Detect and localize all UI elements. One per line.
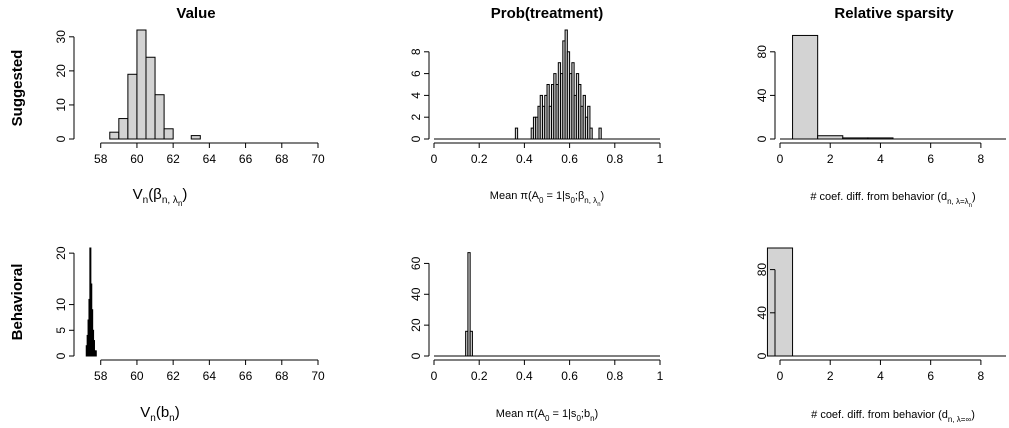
x-axis-label: Mean π(A0 = 1|s0;βn, λn) (490, 190, 604, 208)
histogram-bar (163, 128, 174, 140)
x-tick-label: 0 (777, 369, 784, 383)
y-tick-label: 0 (54, 352, 68, 359)
y-tick-label: 4 (409, 92, 423, 99)
x-axis-label: # coef. diff. from behavior (dn, λ=λn) (810, 191, 975, 209)
histogram-bar (867, 137, 894, 140)
histogram-bar (154, 94, 165, 140)
panel-behavioral-prob: 0 20 40 60 0 0.2 0.4 0.6 0.8 1 Mean π(A0 = 1|s0;bn… (409, 252, 664, 423)
panel-behavioral-value: 0 5 10 20 58 60 62 64 66 68 70 Vn(bn) (54, 246, 325, 424)
x-tick-label: 8 (978, 369, 985, 383)
x-axis-label: Vn(bn) (140, 404, 179, 424)
x-tick-label: 70 (311, 369, 325, 383)
x-tick-label: 6 (927, 369, 934, 383)
x-tick-label: 64 (203, 369, 217, 383)
histogram-bar (792, 34, 819, 140)
x-tick-label: 0.6 (561, 152, 578, 166)
x-tick-label: 4 (877, 152, 884, 166)
y-tick-label: 20 (409, 318, 423, 332)
x-tick-label: 62 (166, 152, 180, 166)
x-tick-label: 0 (777, 152, 784, 166)
x-tick-label: 1 (657, 369, 664, 383)
histogram-bar (136, 29, 147, 140)
histogram-bar (94, 350, 97, 357)
panel-suggested-sparsity: 0 40 80 0 2 4 6 8 # coef. diff. from behavior (d… (755, 34, 1006, 209)
histogram-bar (127, 73, 138, 140)
y-tick-label: 0 (54, 135, 68, 142)
histogram-bar (598, 127, 602, 140)
panel-behavioral-sparsity: 0 40 80 0 2 4 6 8 # coef. diff. from behavior (d… (755, 247, 1006, 424)
x-tick-label: 2 (827, 369, 834, 383)
x-tick-label: 64 (203, 152, 217, 166)
x-axis-label: Mean π(A0 = 1|s0;bn) (496, 408, 598, 423)
y-tick-label: 5 (54, 327, 68, 334)
x-tick-label: 8 (978, 152, 985, 166)
y-tick-label: 0 (755, 352, 769, 359)
panel-suggested-prob: 0 2 4 6 8 0 0.2 0.4 0.6 0.8 1 Mean π(A0 = 1|s0;βn, … (409, 29, 664, 208)
histogram-bar (109, 131, 120, 140)
x-tick-label: 0.2 (471, 369, 488, 383)
x-axis-label: Vn(βn, λn) (133, 186, 188, 208)
x-tick-label: 0.2 (471, 152, 488, 166)
x-tick-label: 60 (130, 369, 144, 383)
x-tick-label: 70 (311, 152, 325, 166)
y-tick-label: 60 (409, 256, 423, 270)
y-tick-label: 20 (54, 64, 68, 78)
x-tick-label: 60 (130, 152, 144, 166)
histogram-bar (469, 330, 473, 357)
column-title-prob: Prob(treatment) (491, 5, 604, 22)
x-tick-label: 66 (239, 369, 253, 383)
x-tick-label: 66 (239, 152, 253, 166)
x-tick-label: 62 (166, 369, 180, 383)
y-tick-label: 30 (54, 30, 68, 44)
row-title-behavioral: Behavioral (9, 264, 26, 341)
x-tick-label: 0.8 (606, 152, 623, 166)
y-tick-label: 10 (54, 298, 68, 312)
column-title-sparsity: Relative sparsity (834, 5, 954, 22)
x-tick-label: 2 (827, 152, 834, 166)
y-tick-label: 20 (54, 246, 68, 260)
y-tick-label: 8 (409, 48, 423, 55)
x-tick-label: 1 (657, 152, 664, 166)
x-tick-label: 6 (927, 152, 934, 166)
x-axis-label: # coef. diff. from behavior (dn, λ=∞) (811, 409, 975, 424)
x-tick-label: 0.4 (516, 369, 533, 383)
x-tick-label: 0.4 (516, 152, 533, 166)
y-tick-label: 80 (755, 263, 769, 277)
x-tick-label: 0 (431, 152, 438, 166)
histogram-bar (842, 137, 869, 140)
x-tick-label: 0 (431, 369, 438, 383)
histogram-bar (514, 127, 519, 140)
histogram-bar (589, 127, 593, 140)
histogram-bar (118, 118, 129, 140)
x-tick-label: 68 (275, 369, 289, 383)
histogram-bar (467, 252, 471, 357)
x-tick-label: 4 (877, 369, 884, 383)
y-tick-label: 6 (409, 70, 423, 77)
y-tick-label: 0 (409, 352, 423, 359)
y-tick-label: 0 (755, 135, 769, 142)
x-tick-label: 0.6 (561, 369, 578, 383)
y-tick-label: 2 (409, 114, 423, 121)
histogram-bar (817, 135, 844, 140)
histogram-bar (190, 135, 201, 140)
x-tick-label: 58 (94, 369, 108, 383)
y-tick-label: 0 (409, 135, 423, 142)
histogram-bar (587, 105, 591, 140)
histogram-bar (766, 247, 794, 357)
y-tick-label: 80 (755, 45, 769, 59)
row-title-suggested: Suggested (9, 50, 26, 127)
x-tick-label: 58 (94, 152, 108, 166)
y-tick-label: 40 (409, 287, 423, 301)
x-tick-label: 0.8 (606, 369, 623, 383)
histogram-bar (145, 56, 156, 140)
x-tick-label: 68 (275, 152, 289, 166)
column-title-value: Value (176, 5, 215, 22)
y-tick-label: 40 (755, 88, 769, 102)
panel-suggested-value: 0 10 20 30 58 60 62 64 66 68 70 Vn(βn, λn) (54, 29, 325, 208)
y-tick-label: 40 (755, 306, 769, 320)
y-tick-label: 10 (54, 98, 68, 112)
